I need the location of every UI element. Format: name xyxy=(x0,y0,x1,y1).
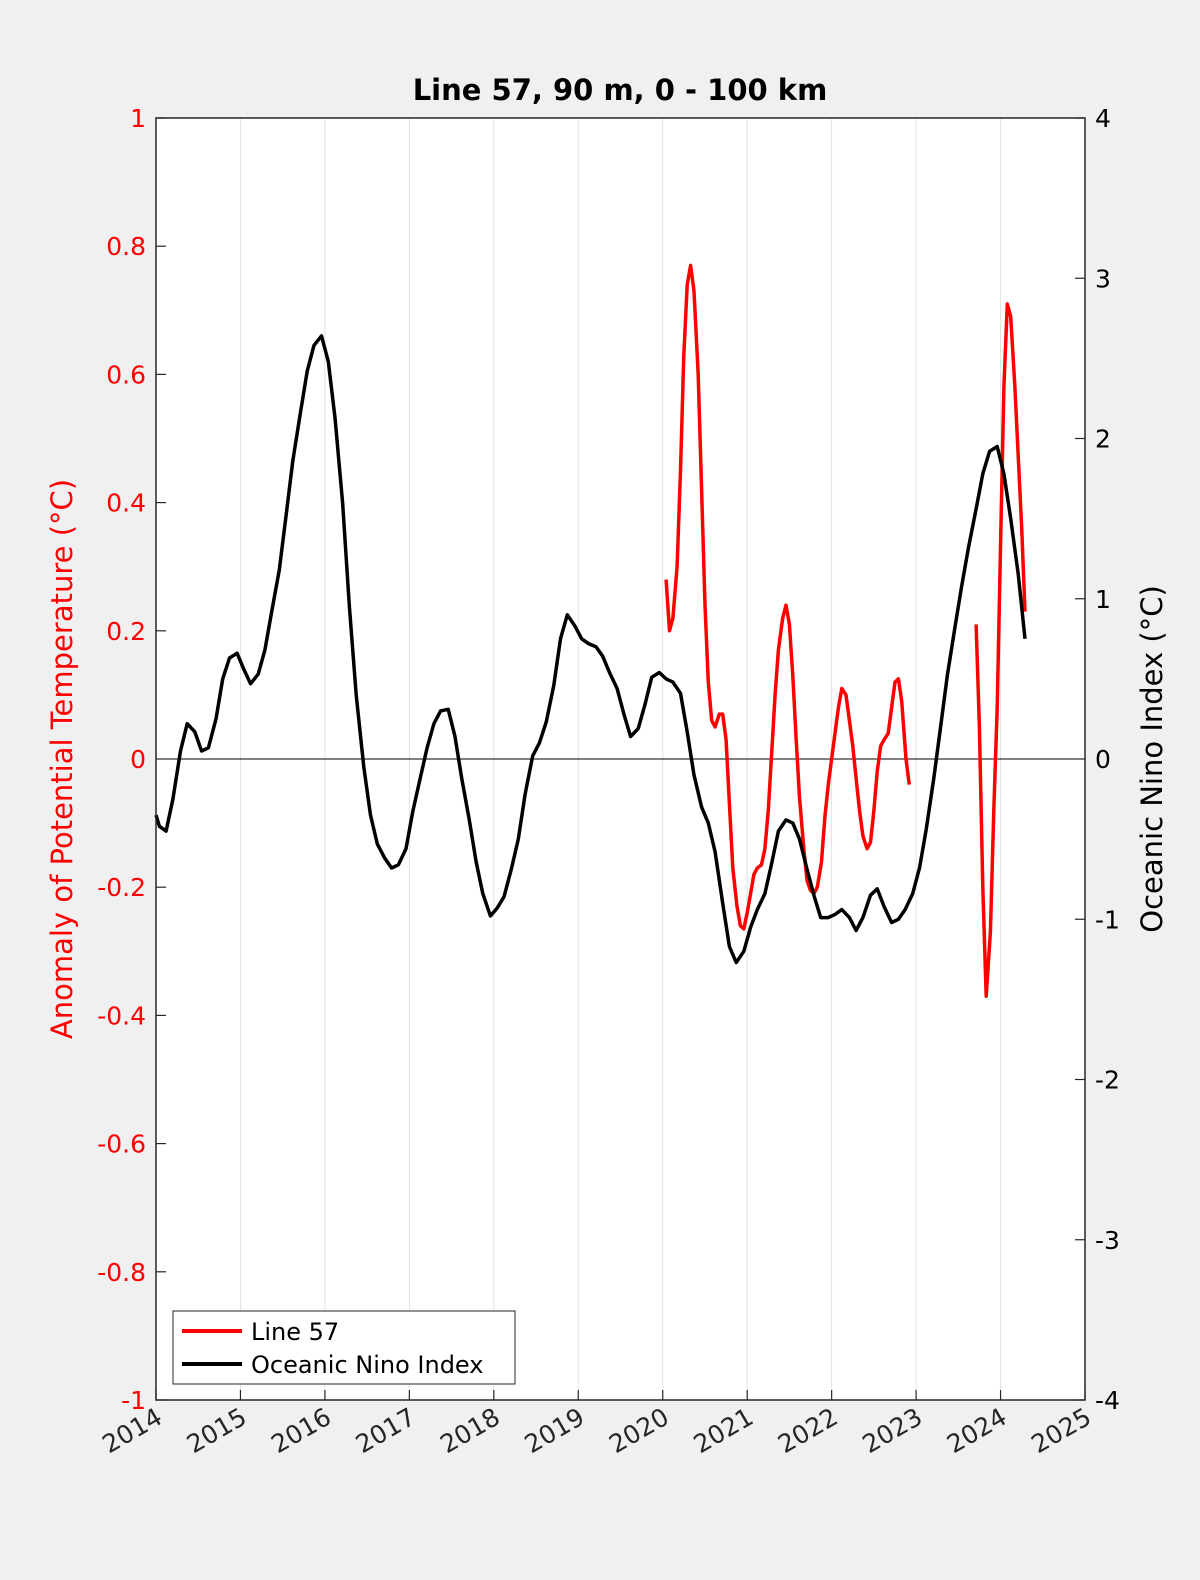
y-left-tick-label: 0.2 xyxy=(106,617,146,646)
series-line-oceanic-nino-index xyxy=(154,334,1027,965)
series-line-line-57 xyxy=(664,263,912,931)
y-left-tick-label: 0.4 xyxy=(106,489,146,518)
series-line-line-57 xyxy=(974,302,1027,998)
y-right-tick-label: -3 xyxy=(1095,1226,1120,1255)
legend-label-oni: Oceanic Nino Index xyxy=(251,1351,483,1379)
y-left-tick-label: -0.8 xyxy=(97,1258,146,1287)
y-right-tick-label: 2 xyxy=(1095,425,1111,454)
y-left-tick-label: -0.4 xyxy=(97,1001,146,1030)
y-left-tick-label: 1 xyxy=(130,104,146,133)
legend-label-line-57: Line 57 xyxy=(251,1318,339,1346)
y-left-tick-label: -0.2 xyxy=(97,873,146,902)
y-right-tick-label: 3 xyxy=(1095,264,1111,293)
y-right-tick-label: 4 xyxy=(1095,104,1111,133)
series-layer xyxy=(154,263,1027,998)
y-left-tick-label: 0 xyxy=(130,745,146,774)
legend: Line 57 Oceanic Nino Index xyxy=(172,1310,516,1385)
y-left-tick-label: 0.6 xyxy=(106,360,146,389)
y-right-tick-label: -1 xyxy=(1095,905,1120,934)
y-right-tick-label: -4 xyxy=(1095,1386,1120,1415)
y-left-tick-label: 0.8 xyxy=(106,232,146,261)
y-left-tick-label: -0.6 xyxy=(97,1130,146,1159)
y-right-tick-label: 0 xyxy=(1095,745,1111,774)
y-axis-label-right: Oceanic Nino Index (°C) xyxy=(1135,585,1169,933)
chart-title: Line 57, 90 m, 0 - 100 km xyxy=(413,73,828,107)
y-left-tick-label: -1 xyxy=(121,1386,146,1415)
y-axis-label-left: Anomaly of Potential Temperature (°C) xyxy=(45,479,79,1039)
y-right-tick-label: -2 xyxy=(1095,1066,1120,1095)
y-right-tick-label: 1 xyxy=(1095,585,1111,614)
legend-box xyxy=(172,1310,516,1385)
